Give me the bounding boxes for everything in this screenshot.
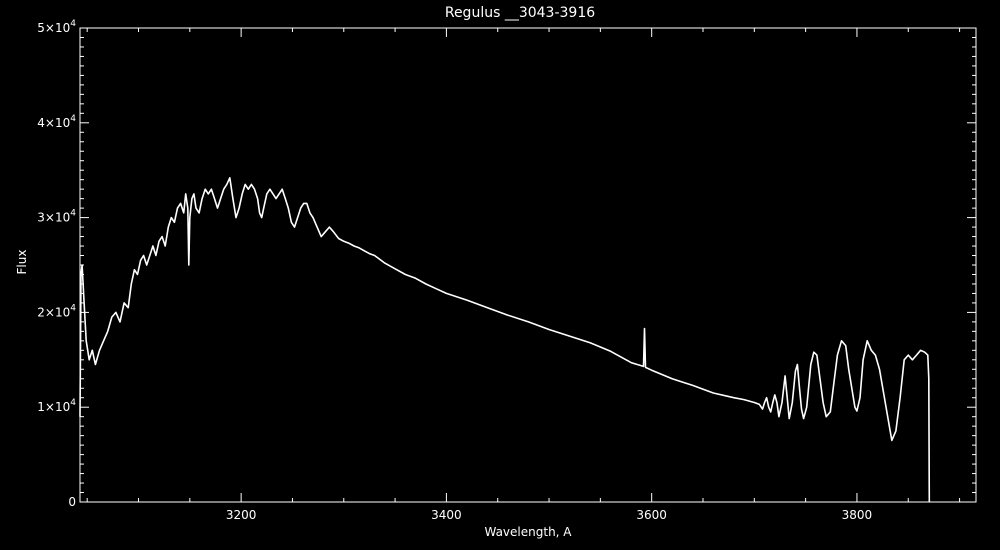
y-tick-label: 3×104 <box>37 209 76 225</box>
x-tick-label: 3200 <box>226 508 257 522</box>
y-tick-label: 1×104 <box>37 398 76 414</box>
y-axis: 0 1×104 2×104 3×104 4×104 5×104 <box>37 19 976 509</box>
series-layer <box>79 177 931 503</box>
y-tick-label: 4×104 <box>37 114 76 130</box>
y-tick-label: 0 <box>68 495 76 509</box>
y-tick-label: 5×104 <box>37 19 76 35</box>
spectrum-line <box>79 177 931 503</box>
y-axis-label: Flux <box>15 250 29 275</box>
x-tick-label: 3400 <box>431 508 462 522</box>
x-tick-label: 3800 <box>842 508 873 522</box>
y-tick-label: 2×104 <box>37 303 76 319</box>
x-axis-label: Wavelength, A <box>484 525 572 539</box>
x-tick-label: 3600 <box>636 508 667 522</box>
x-axis: 3200 3400 3600 3800 <box>86 28 961 522</box>
chart-title: Regulus __3043-3916 <box>445 5 595 21</box>
